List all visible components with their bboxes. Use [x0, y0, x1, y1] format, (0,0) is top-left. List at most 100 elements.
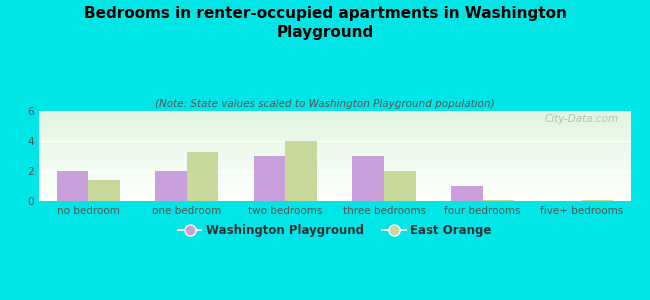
- Bar: [39, 159, 630, 160]
- Bar: [39, 196, 630, 197]
- Bar: [39, 183, 630, 184]
- Bar: [39, 138, 630, 139]
- Bar: [39, 135, 630, 136]
- Bar: [39, 127, 630, 128]
- Bar: [39, 181, 630, 182]
- Bar: [39, 152, 630, 153]
- Bar: [39, 133, 630, 134]
- Bar: [39, 154, 630, 155]
- Bar: [39, 160, 630, 161]
- Bar: [39, 111, 630, 112]
- Bar: [57, 171, 88, 201]
- Bar: [39, 195, 630, 196]
- Bar: [39, 172, 630, 173]
- Bar: [39, 176, 630, 177]
- Bar: [39, 118, 630, 119]
- Bar: [39, 166, 630, 167]
- Bar: [39, 130, 630, 131]
- Bar: [155, 171, 187, 201]
- Text: City-Data.com: City-Data.com: [545, 114, 619, 124]
- Bar: [187, 152, 218, 201]
- Bar: [39, 147, 630, 148]
- Bar: [39, 146, 630, 147]
- Bar: [39, 141, 630, 142]
- Bar: [384, 171, 415, 201]
- Bar: [39, 112, 630, 113]
- Bar: [39, 131, 630, 132]
- Text: Bedrooms in renter-occupied apartments in Washington
Playground: Bedrooms in renter-occupied apartments i…: [84, 6, 566, 40]
- Bar: [39, 197, 630, 198]
- Bar: [39, 177, 630, 178]
- Bar: [451, 186, 482, 201]
- Bar: [39, 185, 630, 186]
- Bar: [39, 143, 630, 144]
- Bar: [39, 180, 630, 181]
- Bar: [39, 121, 630, 122]
- Bar: [39, 178, 630, 179]
- Bar: [39, 137, 630, 138]
- Bar: [39, 187, 630, 188]
- Bar: [39, 148, 630, 149]
- Bar: [39, 175, 630, 176]
- Bar: [39, 120, 630, 121]
- Bar: [39, 188, 630, 189]
- Bar: [39, 160, 630, 161]
- Text: (Note: State values scaled to Washington Playground population): (Note: State values scaled to Washington…: [155, 99, 495, 109]
- Bar: [39, 139, 630, 140]
- Bar: [39, 156, 630, 157]
- Bar: [39, 167, 630, 168]
- Bar: [39, 153, 630, 154]
- Bar: [39, 117, 630, 118]
- Bar: [39, 128, 630, 129]
- Bar: [39, 196, 630, 197]
- Bar: [39, 142, 630, 143]
- Bar: [39, 157, 630, 158]
- Bar: [39, 113, 630, 114]
- Bar: [39, 154, 630, 155]
- Bar: [482, 200, 514, 201]
- Legend: Washington Playground, East Orange: Washington Playground, East Orange: [173, 220, 497, 242]
- Bar: [39, 119, 630, 120]
- Bar: [39, 200, 630, 201]
- Bar: [39, 192, 630, 193]
- Bar: [39, 123, 630, 124]
- Bar: [39, 124, 630, 125]
- Bar: [39, 155, 630, 156]
- Bar: [39, 145, 630, 146]
- Bar: [39, 163, 630, 164]
- Bar: [39, 158, 630, 159]
- Bar: [39, 115, 630, 116]
- Bar: [39, 149, 630, 150]
- Bar: [39, 162, 630, 163]
- Bar: [39, 122, 630, 123]
- Bar: [39, 140, 630, 141]
- Bar: [39, 184, 630, 185]
- Bar: [39, 198, 630, 199]
- Bar: [39, 168, 630, 169]
- Bar: [39, 151, 630, 152]
- Bar: [39, 169, 630, 170]
- Bar: [39, 116, 630, 117]
- Bar: [39, 126, 630, 127]
- Bar: [39, 132, 630, 133]
- Bar: [39, 186, 630, 187]
- Bar: [39, 174, 630, 175]
- Bar: [39, 182, 630, 183]
- Bar: [39, 193, 630, 194]
- Bar: [39, 114, 630, 115]
- Bar: [39, 171, 630, 172]
- Bar: [39, 144, 630, 145]
- Bar: [39, 179, 630, 180]
- Bar: [39, 136, 630, 137]
- Bar: [39, 134, 630, 135]
- Bar: [39, 191, 630, 192]
- Bar: [39, 190, 630, 191]
- Bar: [352, 156, 384, 201]
- Bar: [39, 161, 630, 162]
- Bar: [39, 150, 630, 151]
- Bar: [581, 200, 613, 201]
- Bar: [39, 199, 630, 200]
- Bar: [39, 173, 630, 174]
- Bar: [39, 189, 630, 190]
- Bar: [88, 180, 120, 201]
